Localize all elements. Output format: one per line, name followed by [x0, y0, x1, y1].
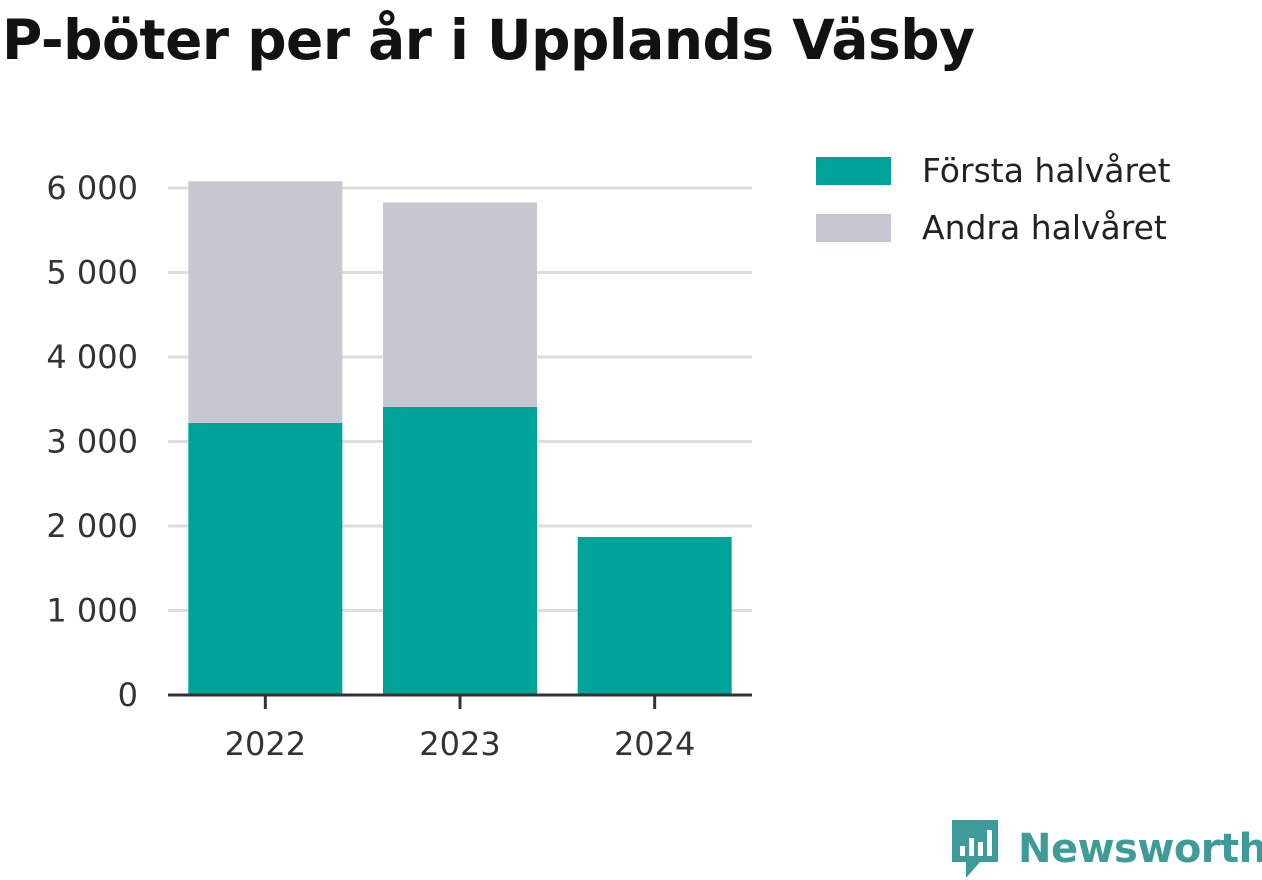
bar-segment-second-half-2022: [188, 181, 343, 423]
newsworthy-logo-icon: [952, 820, 998, 878]
legend-swatch-first-half: [816, 156, 891, 185]
legend-item-second-half: Andra halvåret: [816, 199, 1171, 256]
x-tick-label: 2024: [614, 725, 695, 763]
bars: [188, 181, 732, 695]
chart-title: P-böter per år i Upplands Väsby: [2, 8, 975, 72]
y-tick-label: 5 000: [46, 254, 138, 292]
bar-segment-second-half-2023: [383, 202, 537, 407]
y-tick-label: 0: [118, 676, 138, 714]
bar-segment-first-half-2024: [577, 536, 732, 695]
brand: Newsworthy: [950, 818, 1262, 880]
y-tick-label: 1 000: [46, 592, 138, 630]
y-tick-label: 6 000: [46, 169, 138, 207]
bar-segment-first-half-2023: [383, 406, 537, 695]
legend-label-second-half: Andra halvåret: [922, 208, 1167, 247]
x-tick-label: 2022: [225, 725, 306, 763]
brand-name: Newsworthy: [1018, 826, 1262, 872]
legend-label-first-half: Första halvåret: [922, 151, 1171, 190]
legend-swatch-second-half: [816, 213, 891, 242]
y-tick-label: 2 000: [46, 507, 138, 545]
bar-segment-first-half-2022: [188, 422, 343, 695]
axes: 0 1 000 2 000 3 000 4 000 5 000 6 000 2022 2023 2…: [46, 169, 752, 763]
bar-chart: 0 1 000 2 000 3 000 4 000 5 000 6 000 2022 2023 2…: [46, 169, 752, 763]
x-tick-label: 2023: [419, 725, 500, 763]
legend: Första halvåret Andra halvåret: [816, 142, 1171, 256]
y-tick-label: 4 000: [46, 338, 138, 376]
legend-item-first-half: Första halvåret: [816, 142, 1171, 199]
y-tick-label: 3 000: [46, 423, 138, 461]
